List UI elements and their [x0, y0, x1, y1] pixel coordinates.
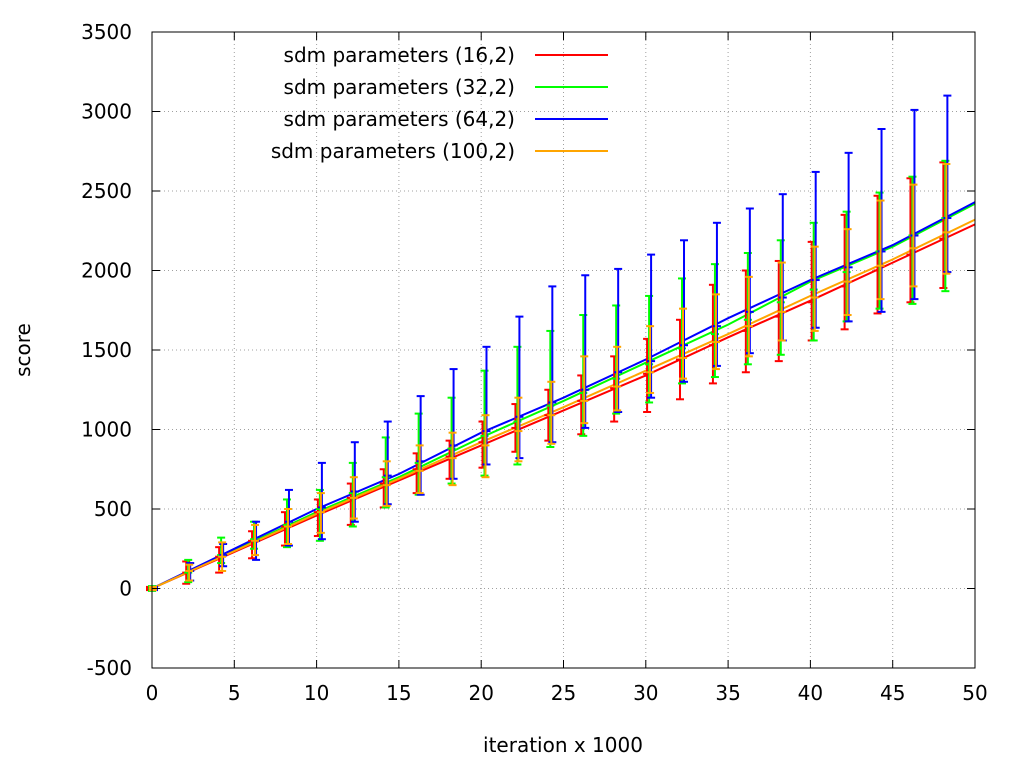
y-axis-label: score [11, 323, 35, 377]
errorbar-4-20 [777, 261, 786, 342]
x-axis-label: iteration x 1000 [483, 733, 643, 757]
errorbar-4-22 [843, 228, 852, 317]
errorbar-4-11 [481, 414, 490, 479]
x-tick-label: 5 [228, 681, 241, 705]
y-tick-label: 3500 [81, 20, 132, 44]
x-tick-label: 20 [468, 681, 493, 705]
legend-entry-2: sdm parameters (32,2) [284, 75, 608, 99]
errorbar-4-4 [251, 523, 260, 557]
x-tick-label: 10 [304, 681, 329, 705]
y-tick-label: 2000 [81, 259, 132, 283]
legend-label: sdm parameters (16,2) [284, 43, 515, 67]
errorbar-4-9 [415, 444, 424, 495]
legend-entry-4: sdm parameters (100,2) [271, 139, 608, 163]
errorbar-layer [146, 94, 952, 592]
errorbar-4-5 [283, 508, 292, 545]
errorbar-4-16 [646, 325, 655, 394]
x-tick-label: 15 [386, 681, 411, 705]
errorbar-4-8 [382, 460, 391, 507]
errorbar-4-25 [942, 162, 951, 275]
y-tick-label: 1500 [81, 338, 132, 362]
errorbar-4-19 [744, 275, 753, 358]
errorbar-4-2 [185, 563, 194, 582]
errorbar-4-6 [316, 492, 325, 534]
legend-entry-3: sdm parameters (64,2) [284, 107, 608, 131]
x-tick-label: 50 [962, 681, 987, 705]
errorbar-4-12 [514, 396, 523, 463]
x-tick-label: 35 [715, 681, 740, 705]
errorbar-4-18 [711, 293, 720, 371]
errorbar-4-10 [448, 431, 457, 487]
legend-label: sdm parameters (32,2) [284, 75, 515, 99]
y-tick-label: 3000 [81, 100, 132, 124]
x-tick-label: 40 [798, 681, 823, 705]
legend-entry-1: sdm parameters (16,2) [284, 43, 608, 67]
errorbar-4-13 [547, 380, 556, 445]
x-tick-label: 45 [880, 681, 905, 705]
y-tick-label: 500 [94, 497, 132, 521]
legend-label: sdm parameters (64,2) [284, 107, 515, 131]
errorbar-4-15 [613, 345, 622, 412]
errorbar-4-7 [349, 476, 358, 520]
errorbar-4-23 [876, 199, 885, 301]
errorbar-4-24 [909, 183, 918, 288]
x-tick-label: 0 [146, 681, 159, 705]
legend: sdm parameters (16,2) sdm parameters (32,… [271, 43, 608, 163]
y-tick-label: -500 [87, 656, 132, 680]
errorbar-4-3 [218, 541, 227, 573]
y-tick-label: 1000 [81, 418, 132, 442]
errorbar-4-21 [810, 245, 819, 332]
errorbar-4-14 [580, 355, 589, 425]
y-tick-label: 0 [119, 577, 132, 601]
errorbar-4-17 [679, 307, 688, 380]
legend-label: sdm parameters (100,2) [271, 139, 515, 163]
x-tick-label: 25 [551, 681, 576, 705]
tick-layer: 0 5 10 15 20 25 30 35 40 45 50 -500 0 500 1000 1500 2000… [81, 20, 988, 705]
x-tick-label: 30 [633, 681, 658, 705]
y-tick-label: 2500 [81, 179, 132, 203]
